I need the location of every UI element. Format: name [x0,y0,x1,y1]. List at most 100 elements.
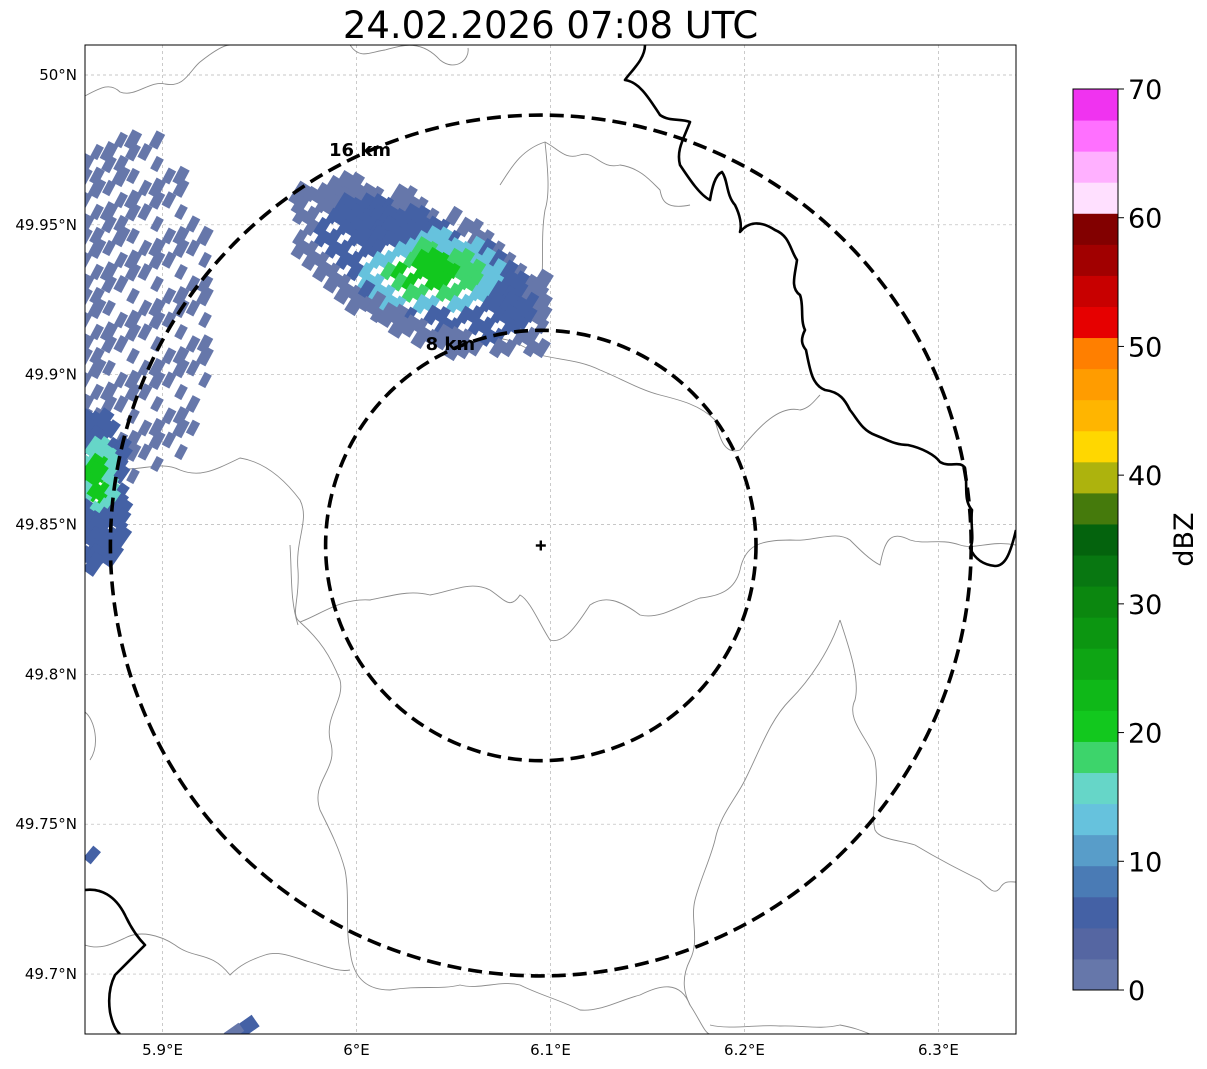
echo-bin [99,261,119,283]
echo-bin [85,437,95,457]
colorbar-segment [1073,741,1118,774]
echo-bin [161,227,177,245]
echo-bin [172,237,190,259]
echo-bin [380,229,396,247]
echo-bin [401,272,419,292]
regional-boundary [839,619,1016,892]
echo-bin [196,345,214,367]
range-ring-label: 8 km [426,334,476,355]
echo-bin [87,237,107,259]
echo-bin [336,218,352,236]
echo-bin [137,323,153,341]
echo-bin [358,240,374,258]
echo-bin [345,260,365,282]
echo-bin [196,285,214,307]
echo-bin [433,271,453,293]
echo-bin [113,251,129,269]
echo-bin [126,287,140,305]
colorbar-segment [1073,89,1118,121]
echo-bin [126,167,140,185]
echo-bin [85,454,95,476]
echo-bin [478,327,496,347]
echo-bin [467,305,485,325]
colorbar-segment [1073,275,1118,307]
echo-bin [198,311,212,329]
regional-boundary [439,329,821,452]
echo-bin [100,381,118,403]
echo-bin [124,142,142,162]
echo-bin [174,323,188,341]
echo-bin [223,1022,245,1034]
latitude-tick-labels: 50°N 49.95°N 49.9°N 49.85°N 49.8°N 49.75°N 49.… [15,66,77,983]
echo-bin [412,293,430,315]
echo-bin [344,291,366,317]
colorbar: 0 10 20 30 40 50 60 70 dBZ [1072,75,1200,1007]
echo-bin [533,337,551,359]
echo-bin [124,369,142,391]
echo-bin [85,845,101,865]
echo-bin [85,408,96,432]
echo-bin [313,228,331,248]
echo-bin [85,166,93,186]
echo-bin [446,262,462,280]
echo-bin [378,249,398,271]
echo-bin [148,310,166,330]
regional-boundary [499,141,691,207]
echo-bin [126,227,140,245]
colorbar-segment [1073,803,1118,836]
echo-bin [198,251,212,269]
echo-bin [325,207,341,225]
lon-tick-label: 6.1°E [530,1041,571,1059]
colorbar-segment [1073,399,1118,432]
colorbar-segment [1073,492,1118,525]
map-frame [84,44,1017,1035]
longitude-tick-labels: 5.9°E 6°E 6.1°E 6.2°E 6.3°E [142,1041,959,1059]
range-ring-8km [323,328,758,763]
range-ring-16km [108,113,974,978]
echo-bin [390,260,408,282]
echo-bin [488,337,508,359]
echo-bin [302,217,320,237]
echo-bin [365,290,389,318]
echo-bin [172,417,190,439]
echo-bin [185,215,201,233]
echo-bin [161,251,177,269]
echo-bin [101,214,117,234]
lat-tick-label: 49.75°N [15,815,77,833]
echo-bin [335,249,353,271]
echo-bin [85,272,95,296]
echo-bin [424,273,440,291]
echo-bin [311,182,333,206]
regional-boundary [85,45,231,97]
lat-tick-label: 50°N [39,66,77,84]
echo-bin [85,480,96,504]
echo-bin [150,335,164,353]
echo-bin [161,167,177,185]
echo-bin [387,313,411,339]
echo-bin [322,193,344,217]
echo-bin [89,286,105,306]
range-ring-label: 16 km [329,140,391,161]
echo-bin [444,282,464,304]
echo-bin [413,262,429,280]
echo-bin [113,371,129,389]
echo-bin [137,203,153,221]
echo-bin [137,239,153,257]
echo-bin [101,274,117,294]
echo-bin [85,346,93,366]
echo-bin [161,287,177,305]
echo-bin [89,383,105,401]
echo-bin [87,177,107,199]
echo-bin [445,205,463,227]
echo-bin [292,206,308,226]
echo-bin [314,251,330,269]
echo-bin [196,334,214,354]
echo-bin [501,317,517,335]
lon-tick-label: 6.3°E [918,1041,959,1059]
echo-bin [422,259,442,283]
echo-bin [185,359,201,377]
echo-bin [402,251,418,269]
echo-bin [423,294,441,314]
echo-bin [174,203,188,221]
